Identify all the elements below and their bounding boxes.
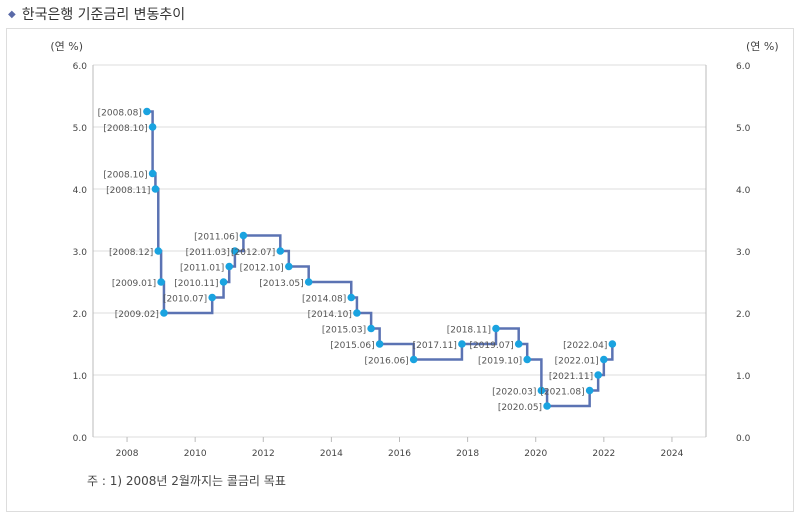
y-label-left: (연 %) bbox=[50, 40, 83, 53]
data-point bbox=[409, 355, 418, 364]
data-label: [2008.08] bbox=[98, 109, 142, 119]
y-tick-left: 5.0 bbox=[73, 124, 88, 134]
x-tick-label: 2024 bbox=[660, 449, 683, 459]
data-label: [2019.10] bbox=[478, 357, 522, 367]
x-tick-label: 2022 bbox=[592, 449, 615, 459]
data-label: [2022.04] bbox=[563, 341, 607, 351]
data-label: [2011.03] bbox=[186, 248, 230, 258]
data-point bbox=[585, 386, 594, 395]
y-tick-left: 2.0 bbox=[73, 310, 88, 320]
data-point bbox=[148, 123, 157, 131]
data-point bbox=[208, 293, 216, 302]
data-label: [2014.08] bbox=[302, 295, 346, 305]
y-label-right: (연 %) bbox=[746, 40, 779, 53]
footnote: 주 : 1) 2008년 2월까지는 콜금리 목표 bbox=[87, 474, 286, 488]
data-label: [2012.10] bbox=[240, 264, 284, 274]
x-tick-label: 2010 bbox=[184, 449, 207, 459]
data-point bbox=[148, 169, 157, 178]
chart-title: ◆ 한국은행 기준금리 변동추이 bbox=[8, 4, 185, 24]
data-label: [2008.10] bbox=[103, 171, 147, 181]
y-tick-left: 4.0 bbox=[73, 186, 88, 196]
y-tick-left: 1.0 bbox=[73, 372, 88, 382]
data-point bbox=[225, 262, 234, 271]
data-label: [2021.08] bbox=[540, 388, 584, 398]
data-label: [2020.05] bbox=[498, 403, 542, 413]
data-point bbox=[514, 340, 523, 348]
data-point bbox=[154, 247, 163, 255]
data-label: [2011.06] bbox=[194, 233, 238, 243]
y-tick-right: 5.0 bbox=[736, 124, 751, 134]
data-label: [2017.11] bbox=[413, 341, 457, 351]
y-tick-left: 3.0 bbox=[73, 248, 88, 258]
x-tick-label: 2012 bbox=[252, 449, 275, 459]
x-tick-label: 2018 bbox=[456, 449, 479, 459]
data-label: [2008.11] bbox=[106, 186, 150, 196]
chart-frame bbox=[6, 28, 794, 512]
data-label: [2015.06] bbox=[330, 341, 374, 351]
data-point bbox=[523, 355, 532, 364]
data-label: [2013.05] bbox=[259, 279, 303, 289]
data-point bbox=[219, 278, 228, 286]
y-tick-right: 0.0 bbox=[736, 434, 751, 444]
data-label: [2019.07] bbox=[469, 341, 513, 351]
y-tick-right: 3.0 bbox=[736, 248, 751, 258]
data-point bbox=[231, 247, 239, 255]
data-point bbox=[239, 231, 248, 240]
data-point bbox=[285, 262, 293, 271]
data-label: [2009.01] bbox=[112, 279, 156, 289]
data-label: [2010.07] bbox=[163, 295, 207, 305]
data-label: [2021.11] bbox=[549, 372, 593, 382]
title-text: 한국은행 기준금리 변동추이 bbox=[21, 7, 186, 23]
y-tick-right: 2.0 bbox=[736, 310, 751, 320]
data-point bbox=[594, 371, 602, 379]
data-label: [2008.10] bbox=[103, 124, 147, 134]
data-point bbox=[353, 309, 361, 317]
data-point bbox=[151, 185, 160, 193]
data-label: [2016.06] bbox=[364, 357, 408, 367]
data-label: [2008.12] bbox=[109, 248, 153, 258]
y-tick-right: 1.0 bbox=[736, 372, 751, 382]
data-point bbox=[543, 402, 551, 410]
data-label: [2020.03] bbox=[492, 388, 536, 398]
data-point bbox=[492, 324, 500, 333]
data-point bbox=[600, 355, 608, 364]
data-point bbox=[608, 340, 617, 348]
data-point bbox=[367, 324, 375, 333]
x-tick-label: 2008 bbox=[116, 449, 139, 459]
data-point bbox=[537, 386, 546, 395]
y-tick-left: 6.0 bbox=[73, 62, 88, 72]
data-point bbox=[458, 340, 466, 348]
data-label: [2015.03] bbox=[322, 326, 366, 336]
y-tick-left: 0.0 bbox=[73, 434, 88, 444]
data-point bbox=[143, 107, 151, 116]
data-point bbox=[160, 309, 168, 317]
data-label: [2011.01] bbox=[180, 264, 224, 274]
data-label: [2018.11] bbox=[447, 326, 491, 336]
data-point bbox=[276, 247, 285, 255]
data-label: [2009.02] bbox=[115, 310, 159, 320]
data-label: [2010.11] bbox=[174, 279, 218, 289]
data-label: [2014.10] bbox=[308, 310, 352, 320]
data-point bbox=[157, 278, 165, 286]
y-tick-right: 6.0 bbox=[736, 62, 751, 72]
y-tick-right: 4.0 bbox=[736, 186, 751, 196]
data-point bbox=[304, 278, 313, 286]
data-point bbox=[375, 340, 384, 348]
x-tick-label: 2016 bbox=[388, 449, 411, 459]
diamond-icon: ◆ bbox=[8, 8, 16, 20]
data-label: [2012.07] bbox=[231, 248, 275, 258]
x-tick-label: 2020 bbox=[524, 449, 547, 459]
data-label: [2022.01] bbox=[555, 357, 599, 367]
data-point bbox=[347, 293, 356, 302]
x-tick-label: 2014 bbox=[320, 449, 343, 459]
